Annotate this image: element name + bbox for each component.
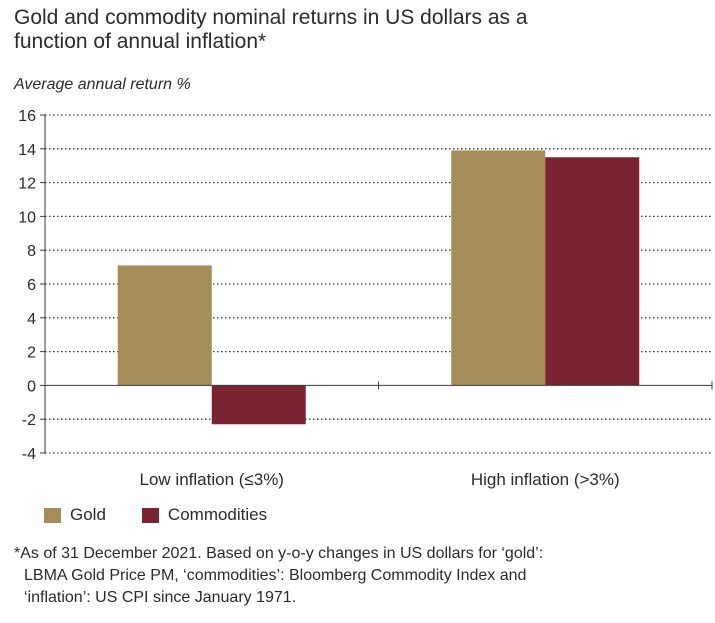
bar-chart: -4 -2 0 2 4 6 8 10 12 14 16 Low inflation (≤3%) High… [18, 108, 713, 489]
legend-label-gold: Gold [70, 505, 106, 524]
chart-title-line-1: Gold and commodity nominal returns in US… [14, 6, 528, 29]
footnote: *As of 31 December 2021. Based on y-o-y … [14, 543, 704, 609]
x-category-label: Low inflation (≤3%) [140, 470, 284, 489]
bar-gold-0 [117, 265, 212, 386]
y-axis-label: Average annual return % [14, 76, 191, 93]
bar-gold-1 [451, 150, 546, 386]
footnote-line-3: ‘inflation’: US CPI since January 1971. [24, 589, 297, 606]
y-tick-label: 4 [27, 311, 36, 328]
y-tick-label: -2 [22, 412, 36, 429]
footnote-line-1: *As of 31 December 2021. Based on y-o-y … [14, 545, 544, 562]
legend-swatch-gold [44, 507, 61, 523]
chart-title-line-2: function of annual inflation* [14, 30, 267, 53]
x-category-label: High inflation (>3%) [471, 470, 620, 489]
legend-label-commodities: Commodities [167, 505, 268, 524]
legend-swatch-commodities [141, 507, 159, 523]
bar-commodities-1 [545, 157, 640, 386]
y-tick-label: 2 [27, 345, 36, 362]
y-tick-label: 8 [27, 243, 36, 260]
y-tick-label: -4 [22, 446, 36, 463]
legend-item-gold: Gold [44, 505, 106, 525]
y-tick-label: 16 [18, 108, 36, 125]
legend: Gold Commodities [44, 505, 303, 525]
y-tick-label: 12 [18, 176, 36, 193]
y-tick-label: 0 [27, 378, 36, 395]
legend-item-commodities: Commodities [141, 505, 268, 525]
chart-title: Gold and commodity nominal returns in US… [14, 6, 704, 54]
footnote-line-2: LBMA Gold Price PM, ‘commodities’: Bloom… [24, 567, 527, 584]
bar-commodities-0 [211, 385, 306, 425]
y-tick-label: 14 [18, 142, 36, 159]
y-tick-label: 6 [27, 277, 36, 294]
y-tick-label: 10 [18, 209, 36, 226]
